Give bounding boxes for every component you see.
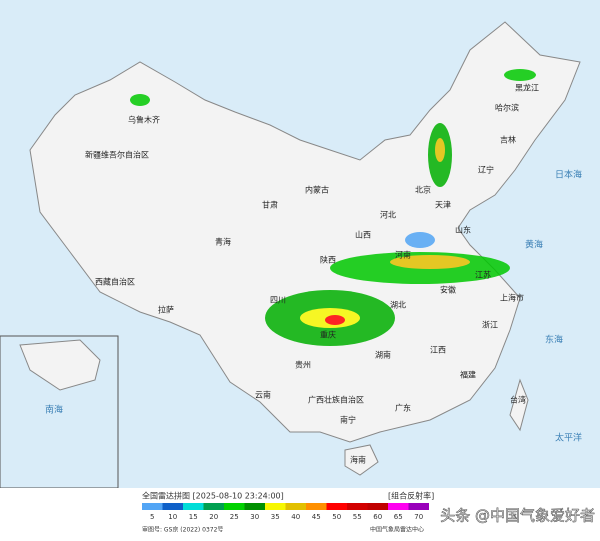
region-label: 吉林 xyxy=(500,135,516,145)
sea-label: 日本海 xyxy=(555,169,582,181)
legend-color xyxy=(244,503,265,510)
radar-echo xyxy=(504,69,536,81)
city-label: 哈尔滨 xyxy=(495,103,519,113)
source: 中国气象局雷达中心 xyxy=(370,526,424,534)
sea-label: 东海 xyxy=(545,334,563,346)
region-label: 陕西 xyxy=(320,255,336,265)
radar-echo xyxy=(325,315,345,325)
region-label: 山东 xyxy=(455,225,471,235)
legend-value: 65 xyxy=(394,513,403,521)
legend-value: 45 xyxy=(312,513,321,521)
region-label: 河北 xyxy=(380,210,396,220)
legend-value: 60 xyxy=(373,513,382,521)
radar-echo xyxy=(130,94,150,106)
region-label: 云南 xyxy=(255,390,271,400)
region-label: 重庆 xyxy=(320,330,336,340)
region-label: 四川 xyxy=(270,296,286,305)
region-label: 安徽 xyxy=(440,285,456,295)
region-label: 台湾 xyxy=(510,395,526,405)
legend-value: 30 xyxy=(250,513,259,521)
legend-value: 40 xyxy=(291,513,300,521)
sea-label: 南海 xyxy=(45,404,63,416)
hainan xyxy=(344,444,379,476)
region-label: 福建 xyxy=(460,370,476,380)
legend-color xyxy=(203,503,224,510)
radar-echo xyxy=(390,255,470,269)
region-label: 河南 xyxy=(395,250,411,260)
legend-color xyxy=(306,503,327,510)
legend-color xyxy=(183,503,204,510)
region-label: 广东 xyxy=(395,403,411,413)
radar-echoes xyxy=(130,69,536,346)
radar-echo xyxy=(435,138,445,162)
region-label: 江西 xyxy=(430,346,446,355)
region-label: 海南 xyxy=(350,455,366,465)
taiwan xyxy=(509,378,529,432)
region-label: 黑龙江 xyxy=(515,83,539,93)
legend-color xyxy=(162,503,183,510)
legend-color xyxy=(408,503,429,510)
legend-color xyxy=(142,503,163,510)
radar-echo xyxy=(405,232,435,248)
region-label: 湖南 xyxy=(375,350,391,360)
legend-value: 20 xyxy=(209,513,218,521)
region-label: 甘肃 xyxy=(262,200,278,210)
region-label: 浙江 xyxy=(482,320,498,330)
region-label: 新疆维吾尔自治区 xyxy=(85,150,149,160)
region-label: 山西 xyxy=(355,230,371,240)
region-label: 天津 xyxy=(435,200,451,210)
inset-land xyxy=(19,339,101,391)
city-label: 南宁 xyxy=(340,415,356,425)
legend-color xyxy=(347,503,368,510)
region-label: 内蒙古 xyxy=(305,185,329,195)
legend-value: 25 xyxy=(230,513,239,521)
sea-label: 黄海 xyxy=(525,239,543,251)
region-label: 青海 xyxy=(215,237,231,247)
approval-number: 审图号: GS京 (2022) 0372号 xyxy=(142,526,223,534)
legend-value: 5 xyxy=(150,513,154,521)
watermark: 头条 @中国气象爱好者 xyxy=(440,507,595,525)
region-label: 贵州 xyxy=(295,360,311,370)
legend-product: [组合反射率] xyxy=(388,491,434,501)
city-label: 拉萨 xyxy=(158,305,174,315)
sea-label: 太平洋 xyxy=(555,432,582,444)
region-label: 湖北 xyxy=(390,301,406,310)
city-label: 乌鲁木齐 xyxy=(128,115,160,125)
legend-color xyxy=(388,503,409,510)
region-label: 上海市 xyxy=(500,293,524,303)
region-label: 江苏 xyxy=(475,270,491,280)
region-label: 西藏自治区 xyxy=(95,277,135,287)
legend-value: 50 xyxy=(332,513,341,521)
legend-color xyxy=(224,503,245,510)
legend-color xyxy=(367,503,388,510)
legend-color xyxy=(326,503,347,510)
legend-color xyxy=(285,503,306,510)
region-label: 辽宁 xyxy=(478,165,494,175)
legend-value: 55 xyxy=(353,513,362,521)
legend-title: 全国雷达拼图 [2025-08-10 23:24:00] xyxy=(142,491,284,501)
legend-value: 10 xyxy=(168,513,177,521)
legend-color xyxy=(265,503,286,510)
region-label: 广西壮族自治区 xyxy=(308,395,364,405)
legend-value: 15 xyxy=(189,513,198,521)
region-label: 北京 xyxy=(415,185,431,195)
legend-panel xyxy=(0,488,600,537)
legend-value: 70 xyxy=(414,513,423,521)
legend-value: 35 xyxy=(271,513,280,521)
